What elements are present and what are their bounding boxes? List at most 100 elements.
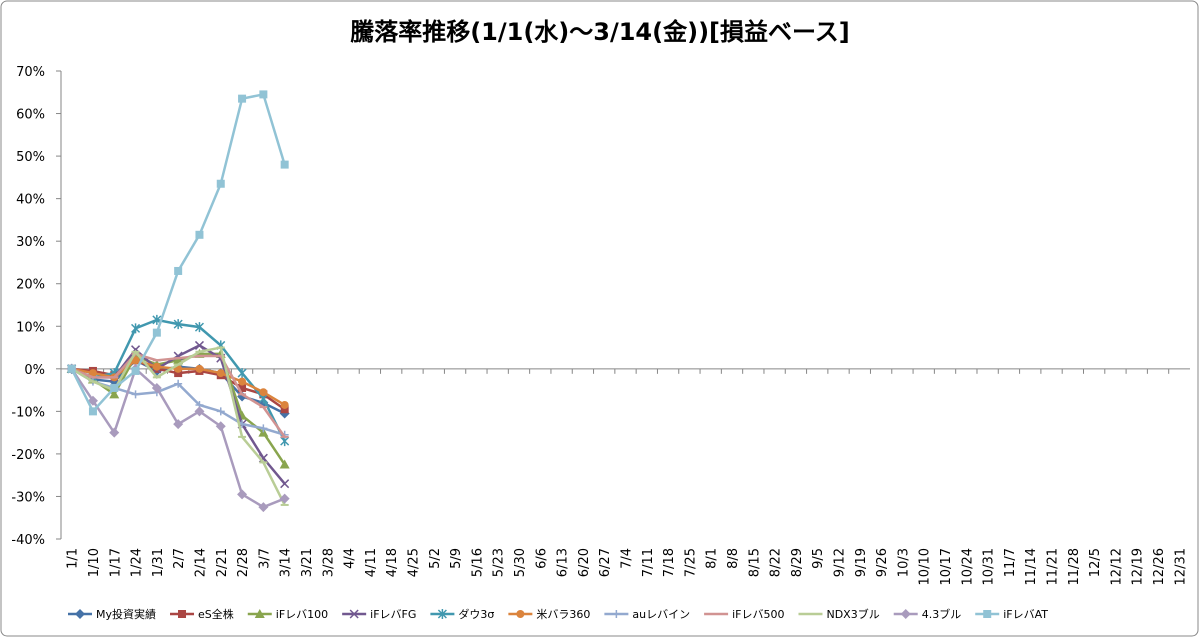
y-tick-label: 70%	[16, 65, 45, 80]
marker	[88, 407, 97, 416]
marker	[280, 479, 290, 489]
x-tick-label: 5/9	[449, 548, 464, 569]
marker	[109, 427, 120, 438]
legend-label: 米バラ360	[536, 608, 590, 621]
x-tick-label: 6/27	[598, 548, 613, 577]
y-tick-label: -10%	[11, 405, 45, 420]
x-tick-label: 11/7	[1003, 548, 1018, 577]
legend-label: iFレバFG	[370, 608, 416, 621]
y-tick-label: 0%	[24, 363, 45, 378]
marker	[131, 390, 140, 399]
marker	[216, 369, 225, 378]
marker	[131, 356, 140, 365]
marker	[983, 610, 992, 618]
x-tick-label: 5/16	[470, 548, 485, 577]
x-tick-label: 10/3	[896, 548, 911, 577]
marker	[194, 406, 205, 417]
marker	[259, 388, 268, 397]
y-tick-label: 50%	[16, 150, 45, 165]
x-tick-label: 12/12	[1109, 548, 1124, 585]
marker	[87, 395, 98, 406]
marker	[75, 609, 85, 619]
x-tick-label: 10/31	[982, 548, 997, 585]
x-tick-label: 6/20	[577, 548, 592, 577]
x-tick-label: 5/30	[513, 548, 528, 577]
marker	[67, 364, 76, 373]
chart-title: 騰落率推移(1/1(水)～3/14(金))[損益ベース]	[350, 18, 850, 46]
x-tick-label: 1/17	[108, 548, 123, 577]
x-tick-label: 4/25	[406, 548, 421, 577]
marker	[109, 389, 120, 399]
x-tick-label: 7/25	[683, 548, 698, 577]
legend-label: 4.3ブル	[922, 607, 962, 621]
x-tick-label: 2/28	[236, 548, 251, 577]
y-tick-label: 40%	[16, 193, 45, 208]
y-tick-label: 30%	[16, 235, 45, 250]
marker	[238, 383, 247, 392]
x-tick-label: 9/19	[854, 548, 869, 577]
x-tick-label: 12/26	[1152, 548, 1167, 585]
legend-label: auレバイン	[632, 608, 690, 621]
marker	[216, 407, 225, 416]
marker	[612, 610, 621, 618]
marker	[238, 94, 247, 103]
x-tick-label: 2/14	[193, 548, 208, 577]
x-tick-label: 8/22	[769, 548, 784, 577]
x-tick-label: 12/5	[1088, 548, 1103, 577]
marker	[349, 609, 359, 619]
marker	[258, 502, 269, 513]
legend-label: iFレバ100	[276, 608, 328, 621]
legend-label: eS全株	[198, 607, 234, 621]
marker	[173, 419, 184, 430]
x-tick-label: 9/26	[875, 548, 890, 577]
x-tick-label: 8/15	[747, 548, 762, 577]
marker	[178, 610, 187, 618]
x-tick-label: 3/28	[321, 548, 336, 577]
marker	[280, 400, 289, 409]
legend-label: NDX3ブル	[826, 607, 879, 621]
x-tick-label: 8/1	[705, 548, 720, 569]
x-tick-label: 5/23	[492, 548, 507, 577]
marker	[516, 610, 525, 618]
y-tick-label: -30%	[11, 490, 45, 505]
marker	[151, 382, 162, 393]
marker	[194, 322, 204, 333]
marker	[194, 340, 204, 350]
x-tick-label: 2/21	[215, 548, 230, 577]
x-tick-label: 10/17	[939, 548, 954, 585]
x-tick-label: 2/7	[172, 548, 187, 569]
marker	[152, 328, 161, 337]
x-tick-label: 8/8	[726, 548, 741, 569]
marker	[237, 489, 248, 500]
x-tick-label: 3/7	[257, 548, 272, 569]
y-tick-label: -40%	[11, 533, 45, 548]
x-tick-label: 6/13	[556, 548, 571, 577]
legend-label: iFレバAT	[1003, 608, 1048, 621]
marker	[238, 377, 247, 386]
y-tick-label: 60%	[16, 108, 45, 123]
marker	[280, 160, 289, 169]
legend-label: My投資実績	[96, 607, 156, 621]
x-tick-label: 4/18	[385, 548, 400, 577]
y-tick-label: -20%	[11, 448, 45, 463]
x-tick-label: 4/11	[364, 548, 379, 577]
x-tick-label: 11/28	[1067, 548, 1082, 585]
legend-label: ダウ3σ	[458, 607, 494, 621]
series	[67, 352, 289, 438]
x-tick-label: 5/2	[428, 548, 443, 569]
marker	[237, 368, 247, 379]
x-tick-label: 7/4	[620, 548, 635, 569]
marker	[173, 319, 183, 330]
x-tick-label: 1/1	[66, 548, 81, 569]
x-tick-label: 9/12	[833, 548, 848, 577]
x-tick-label: 9/5	[811, 548, 826, 569]
y-tick-label: 10%	[16, 320, 45, 335]
x-tick-label: 1/31	[151, 548, 166, 577]
x-tick-label: 7/18	[662, 548, 677, 577]
x-tick-label: 1/10	[87, 548, 102, 577]
marker	[279, 459, 290, 469]
marker	[174, 379, 183, 388]
